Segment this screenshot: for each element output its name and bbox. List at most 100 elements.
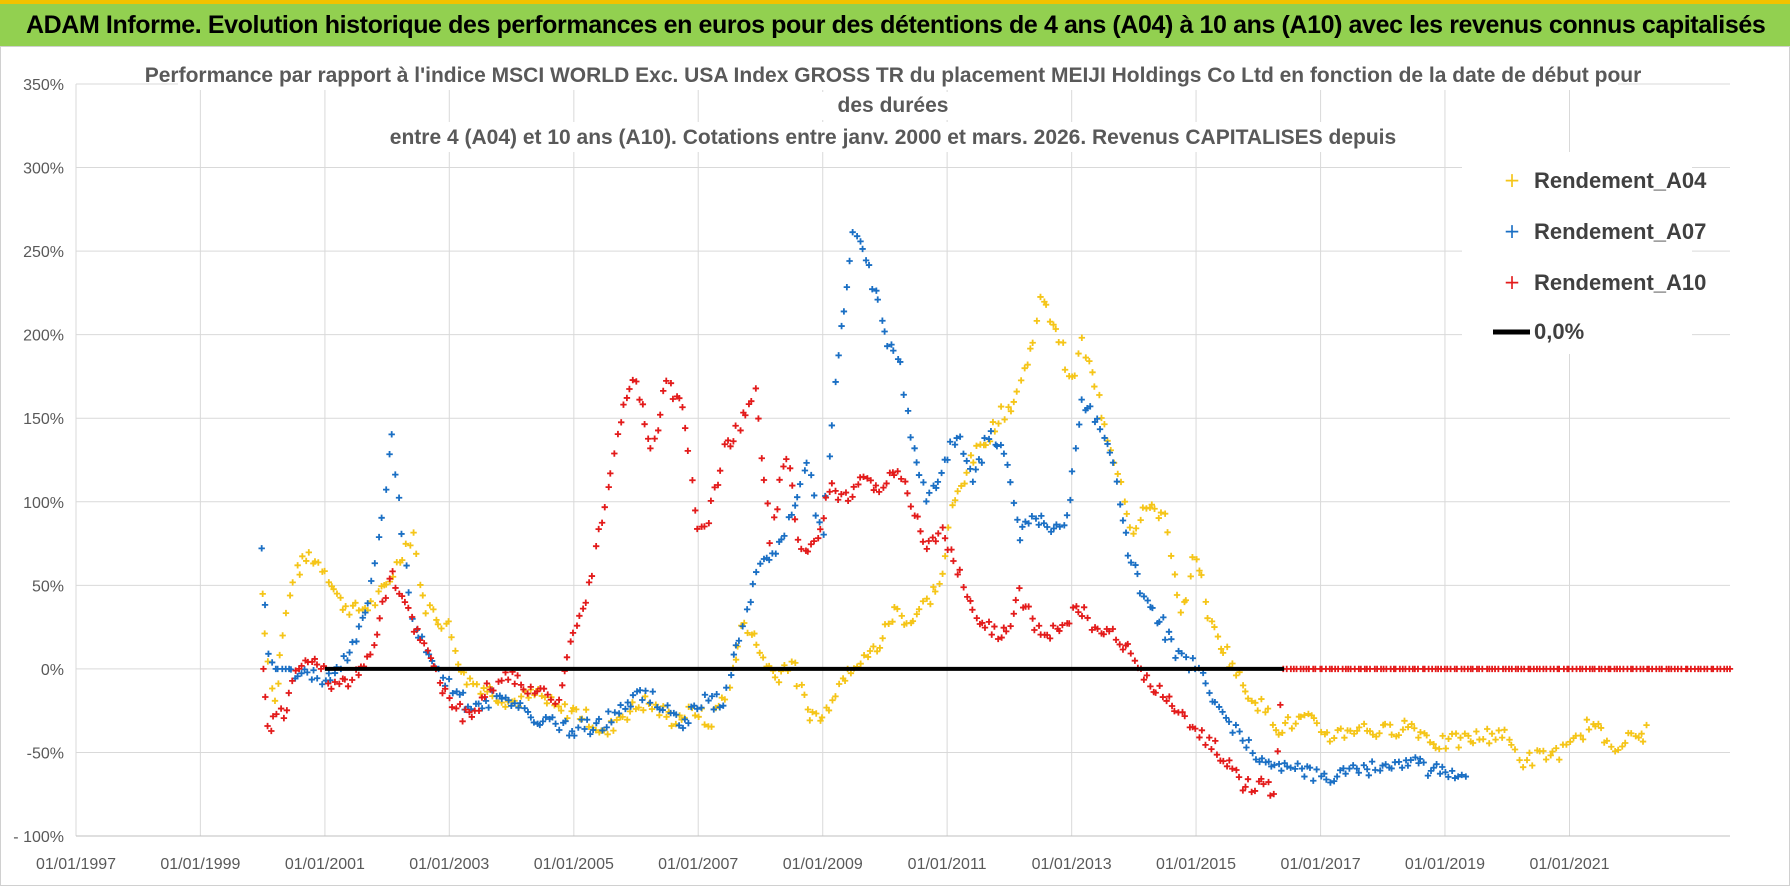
data-point [1265, 758, 1272, 765]
data-point [1347, 727, 1354, 735]
data-point [425, 651, 433, 658]
data-point [739, 623, 746, 630]
data-point [1050, 525, 1058, 532]
data-point [1109, 625, 1117, 633]
data-point [1027, 345, 1034, 352]
data-point [741, 619, 748, 627]
data-point [867, 477, 874, 484]
data-point [668, 722, 675, 730]
data-point [549, 714, 556, 721]
data-point [1288, 725, 1296, 732]
data-point [1025, 520, 1032, 527]
data-point [452, 647, 459, 655]
data-point [1292, 720, 1299, 727]
data-point [1032, 515, 1040, 522]
data-point [1269, 721, 1277, 729]
data-point [538, 692, 546, 700]
data-point [1430, 764, 1437, 771]
data-point [405, 604, 412, 612]
data-point [1426, 739, 1434, 746]
x-tick-label: 01/01/2013 [1032, 856, 1112, 873]
data-point [331, 678, 339, 686]
data-point [575, 724, 582, 731]
data-point [1436, 745, 1443, 753]
data-point [1156, 682, 1163, 690]
data-point [1376, 767, 1384, 774]
chart-title-line-3: entre 4 (A04) et 10 ans (A10). Cotations… [390, 126, 1396, 149]
data-point [1193, 556, 1200, 563]
data-point [1638, 730, 1645, 737]
data-point [1225, 718, 1233, 725]
data-point [1124, 640, 1131, 648]
data-point [1540, 747, 1547, 755]
data-point [624, 699, 631, 706]
data-point [997, 441, 1005, 449]
data-point [1282, 719, 1289, 727]
data-point [441, 685, 449, 693]
data-point [325, 670, 333, 677]
data-point [889, 618, 896, 625]
data-point [1248, 788, 1255, 796]
data-point [1028, 513, 1036, 520]
data-point [730, 651, 738, 658]
data-point [879, 317, 886, 324]
data-point [543, 700, 551, 707]
data-point [1182, 653, 1190, 661]
data-point [747, 598, 754, 606]
data-point [340, 652, 347, 660]
data-point [659, 706, 666, 714]
data-point [1398, 764, 1406, 771]
data-point [1157, 509, 1165, 516]
data-point [1442, 745, 1450, 752]
data-point [607, 470, 614, 477]
data-point [964, 593, 971, 601]
data-point [1323, 729, 1331, 736]
data-point [275, 680, 282, 687]
data-point [333, 590, 341, 597]
data-point [1181, 712, 1188, 720]
data-point [752, 568, 760, 576]
data-point [1542, 756, 1550, 763]
data-point [268, 727, 275, 735]
data-point [567, 638, 574, 645]
data-point [1000, 450, 1008, 457]
data-point [849, 229, 856, 236]
data-point [1516, 756, 1523, 764]
data-point [1016, 584, 1023, 592]
data-point [1622, 739, 1629, 747]
data-point [1016, 537, 1024, 544]
data-point [860, 473, 867, 480]
data-point [888, 341, 895, 348]
data-point [907, 503, 915, 510]
legend-label-a10: Rendement_A10 [1534, 270, 1706, 295]
data-point [1229, 660, 1236, 667]
data-point [517, 681, 525, 689]
legend-item-a07: + Rendement_A07 [1504, 219, 1707, 244]
x-tick-label: 01/01/2019 [1405, 856, 1485, 873]
data-point [907, 434, 914, 441]
data-point [941, 552, 949, 560]
data-point [1236, 728, 1243, 735]
data-point [1196, 567, 1203, 574]
data-point [1313, 719, 1321, 727]
data-point [341, 676, 349, 683]
data-point [681, 716, 689, 723]
data-point [639, 696, 646, 704]
data-point [305, 549, 313, 556]
data-point [1214, 633, 1222, 640]
data-point [1284, 714, 1292, 721]
data-point [1212, 737, 1219, 745]
data-point [884, 343, 891, 350]
data-point [1258, 695, 1265, 703]
data-point [1084, 614, 1091, 622]
data-point [648, 705, 656, 713]
data-point [748, 397, 755, 405]
data-point [727, 671, 735, 679]
data-point [1113, 478, 1121, 485]
data-point [645, 700, 653, 707]
data-point [1439, 763, 1446, 771]
data-point [419, 592, 426, 599]
data-point [865, 261, 873, 269]
data-point [939, 524, 946, 531]
data-point [449, 689, 456, 697]
